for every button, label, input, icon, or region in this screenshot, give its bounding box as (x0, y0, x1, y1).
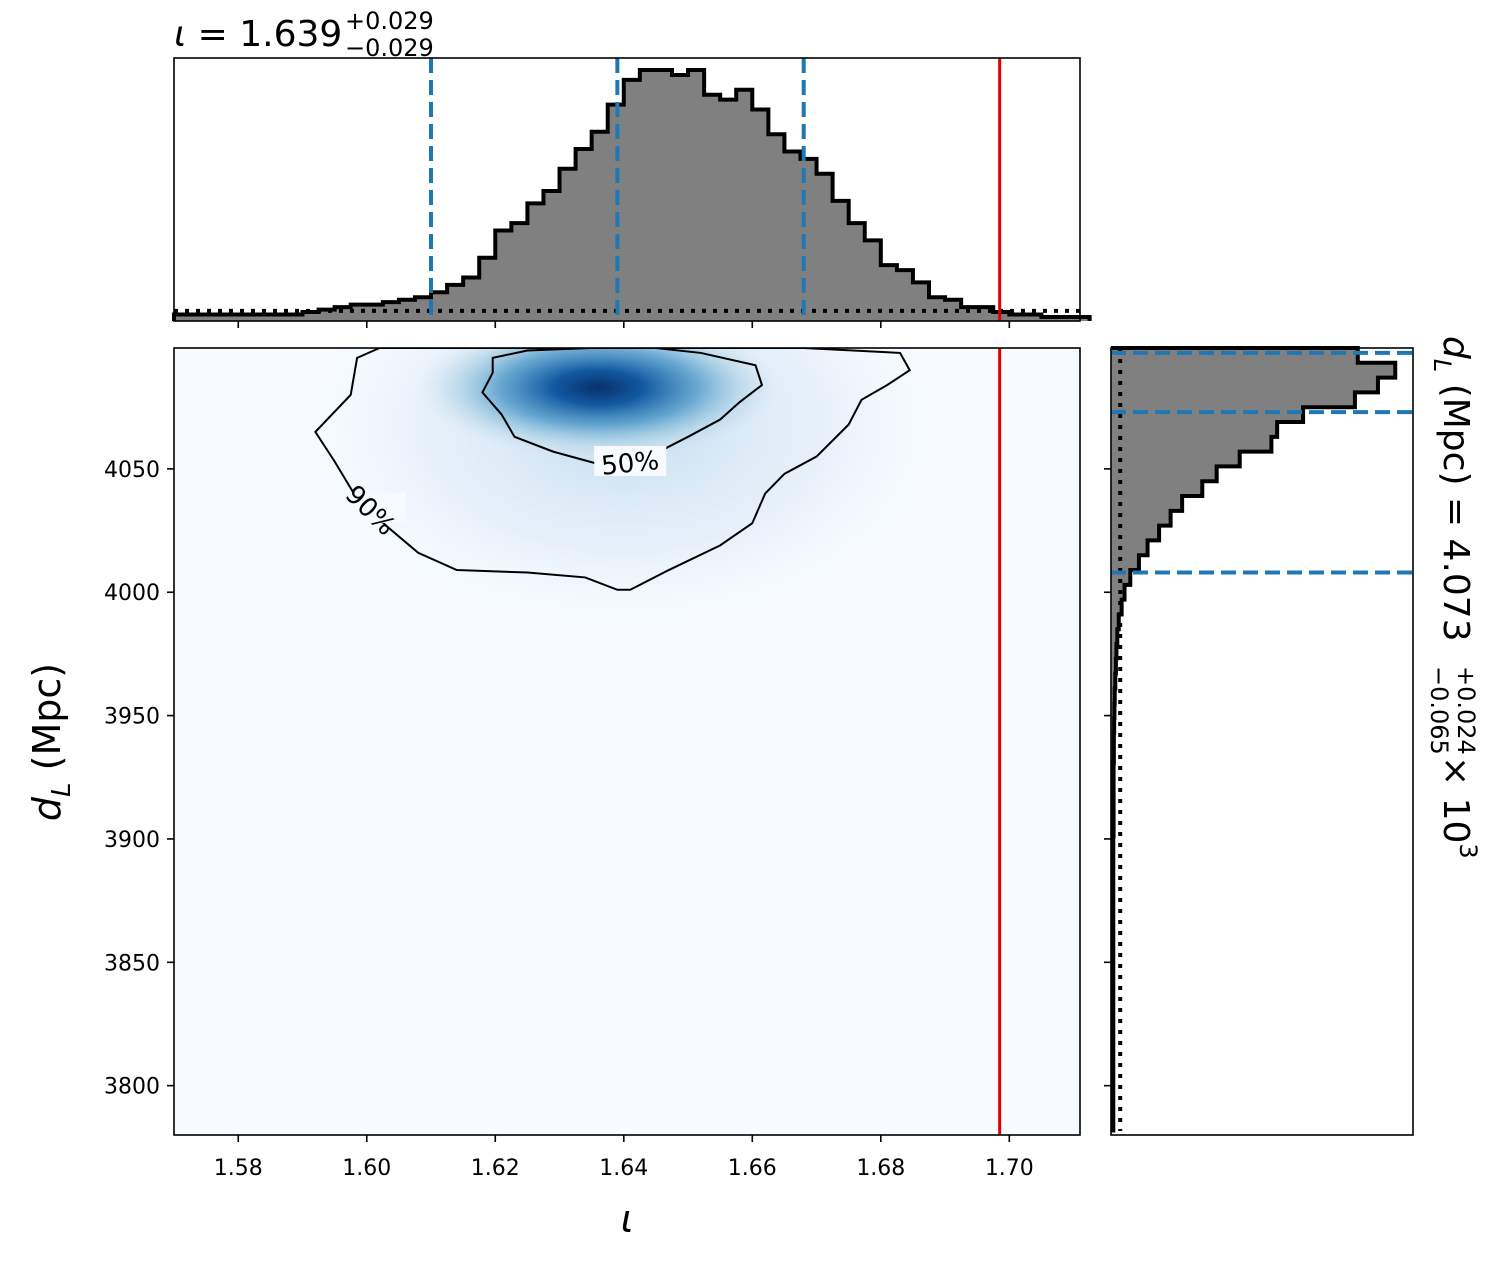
joint-posterior-frame (173, 347, 1081, 1136)
dl-tick-label: 3850 (104, 951, 160, 976)
joint-posterior-panel: 50%90% 1.58 1.60 1.62 1.64 1.66 1.68 1.70 3800… (104, 347, 1081, 1181)
dl-tick-label: 4050 (104, 458, 160, 483)
dl-title: dL (Mpc) = 4.073 +0.024 −0.065 × 103 (1425, 336, 1482, 859)
dl-histogram (1111, 346, 1398, 1133)
dl-title-exponent-text: × 10 (1435, 756, 1476, 843)
iota-histogram-fill (174, 70, 1090, 321)
iota-marginal-panel (172, 57, 1092, 328)
dl-tick-label: 3900 (104, 828, 160, 853)
iota-tick-label: 1.64 (599, 1156, 648, 1181)
density-core (418, 348, 778, 457)
dl-title-err-plus: +0.024 (1452, 666, 1480, 755)
dl-title-exponent: 3 (1454, 843, 1482, 858)
iota-axis-label: ι (621, 1197, 634, 1241)
contour-label-50pct: 50% (600, 446, 661, 482)
iota-tick-label: 1.58 (214, 1156, 263, 1181)
iota-marginal-frame (173, 57, 1081, 322)
iota-tick-label: 1.70 (985, 1156, 1034, 1181)
dl-marginal-ticks (1104, 468, 1111, 1087)
iota-marginal-ticks (237, 321, 1011, 328)
dl-marginal-frame (1110, 347, 1414, 1136)
svg-text:dL (Mpc) = 4.073: dL (Mpc) = 4.073 (1428, 336, 1476, 642)
iota-marker-lines (174, 58, 1080, 321)
iota-histogram-outline (172, 68, 1092, 321)
iota-axis-ticks: 1.58 1.60 1.62 1.64 1.66 1.68 1.70 (214, 1135, 1034, 1181)
dl-marker-lines (1111, 348, 1413, 1131)
iota-histogram (172, 68, 1092, 321)
iota-title-symbol: ι (174, 14, 186, 55)
dl-histogram-outline (1111, 346, 1398, 1133)
dl-tick-label: 3950 (104, 705, 160, 730)
contour-label-background (333, 492, 406, 523)
dl-tick-label: 3800 (104, 1075, 160, 1100)
dl-axis-label: dL (Mpc) (25, 663, 77, 821)
dl-axis-ticks: 3800 3850 3900 3950 4000 4050 (104, 458, 174, 1100)
dl-tick-label: 4000 (104, 581, 160, 606)
iota-tick-label: 1.60 (342, 1156, 391, 1181)
iota-tick-label: 1.68 (856, 1156, 905, 1181)
dl-histogram-fill (1111, 348, 1396, 1133)
iota-tick-label: 1.66 (728, 1156, 777, 1181)
dl-title-symbol: d (1435, 336, 1476, 360)
dl-title-err-minus: −0.065 (1425, 666, 1453, 755)
iota-title-err-plus: +0.029 (345, 7, 434, 35)
iota-title: ι = 1.639 (174, 14, 342, 55)
iota-title-median: 1.639 (239, 14, 342, 55)
svg-text:× 103: × 103 (1435, 756, 1482, 859)
iota-tick-label: 1.62 (471, 1156, 520, 1181)
contour-label-background (594, 445, 667, 476)
density-map (302, 348, 945, 630)
dl-marginal-panel (1104, 346, 1414, 1136)
dl-title-median: 4.073 (1435, 539, 1476, 642)
contour-50pct (481, 348, 764, 465)
